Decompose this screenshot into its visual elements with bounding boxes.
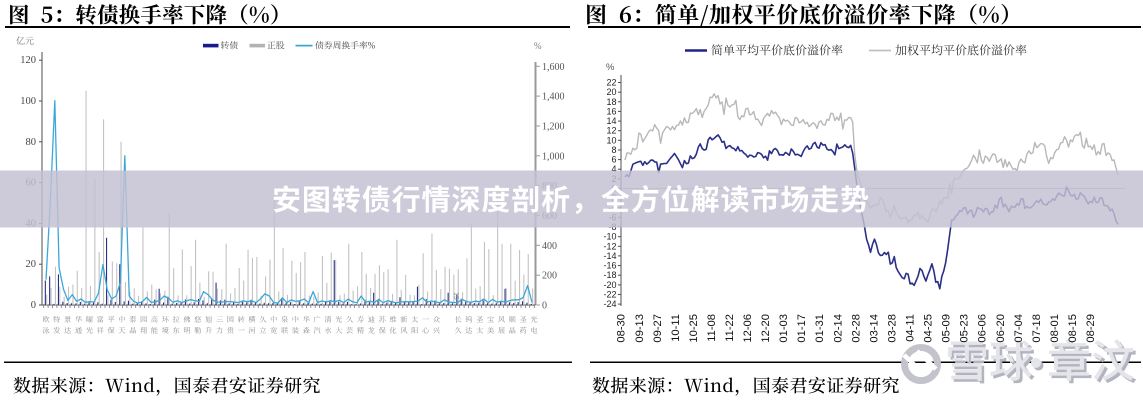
svg-text:%: %	[534, 41, 542, 51]
svg-text:100: 100	[20, 96, 36, 107]
svg-text:10-25: 10-25	[688, 314, 700, 343]
svg-text:10-11: 10-11	[670, 314, 682, 342]
svg-text:200: 200	[542, 271, 557, 282]
svg-text:07-04: 07-04	[1013, 314, 1025, 343]
svg-text:-24: -24	[603, 299, 616, 309]
svg-text:05-23: 05-23	[959, 314, 971, 343]
svg-text:-20: -20	[603, 280, 616, 290]
svg-text:06-20: 06-20	[995, 314, 1007, 343]
svg-text:10: 10	[606, 135, 616, 145]
svg-text:06-06: 06-06	[977, 314, 989, 343]
svg-text:400: 400	[542, 241, 557, 252]
svg-text:20: 20	[606, 87, 616, 97]
svg-text:-18: -18	[603, 270, 616, 280]
svg-text:14: 14	[606, 116, 616, 126]
svg-text:09-27: 09-27	[652, 314, 664, 343]
svg-text:11-08: 11-08	[706, 314, 718, 342]
svg-text:04-11: 04-11	[905, 314, 917, 342]
svg-text:12-20: 12-20	[760, 314, 772, 343]
svg-text:-12: -12	[603, 241, 616, 251]
svg-text:8: 8	[611, 145, 616, 155]
svg-text:-16: -16	[603, 261, 616, 271]
svg-text:08-30: 08-30	[616, 314, 628, 343]
svg-text:1,200: 1,200	[542, 122, 565, 133]
svg-text:120: 120	[20, 55, 36, 66]
svg-text:20: 20	[26, 259, 37, 270]
svg-text:11-22: 11-22	[724, 314, 736, 342]
svg-text:0: 0	[542, 301, 547, 312]
svg-text:%: %	[368, 41, 376, 51]
svg-text:03-14: 03-14	[868, 314, 880, 343]
svg-text:09-13: 09-13	[634, 314, 646, 343]
svg-text:-22: -22	[603, 290, 616, 300]
svg-text:04-25: 04-25	[923, 314, 935, 343]
svg-text:16: 16	[606, 106, 616, 116]
svg-text:1,400: 1,400	[542, 92, 565, 103]
svg-text:19: 19	[452, 292, 459, 300]
svg-text:01-31: 01-31	[814, 314, 826, 343]
svg-text:12: 12	[606, 126, 616, 136]
svg-text:07-18: 07-18	[1031, 314, 1043, 343]
svg-text:80: 80	[26, 137, 37, 148]
svg-text:0: 0	[31, 300, 36, 311]
svg-text:6: 6	[611, 155, 616, 165]
svg-text:01-03: 01-03	[778, 314, 790, 343]
svg-text:01-17: 01-17	[796, 314, 808, 343]
svg-text:05-09: 05-09	[941, 314, 953, 343]
svg-text:18: 18	[606, 97, 616, 107]
svg-text:12-06: 12-06	[742, 314, 754, 343]
svg-text:22: 22	[606, 78, 616, 88]
svg-text:02-28: 02-28	[850, 314, 862, 343]
svg-text:-10: -10	[603, 232, 616, 242]
svg-text:08-01: 08-01	[1049, 314, 1061, 343]
svg-text:08-29: 08-29	[1085, 314, 1097, 343]
svg-text:%: %	[606, 62, 615, 73]
svg-text:03-28: 03-28	[887, 314, 899, 343]
svg-text:02-14: 02-14	[832, 314, 844, 343]
svg-text:1,600: 1,600	[542, 62, 565, 73]
svg-text:1,000: 1,000	[542, 151, 565, 162]
svg-text:-14: -14	[603, 251, 616, 261]
svg-text:08-15: 08-15	[1067, 314, 1079, 343]
svg-text:4: 4	[611, 164, 616, 174]
